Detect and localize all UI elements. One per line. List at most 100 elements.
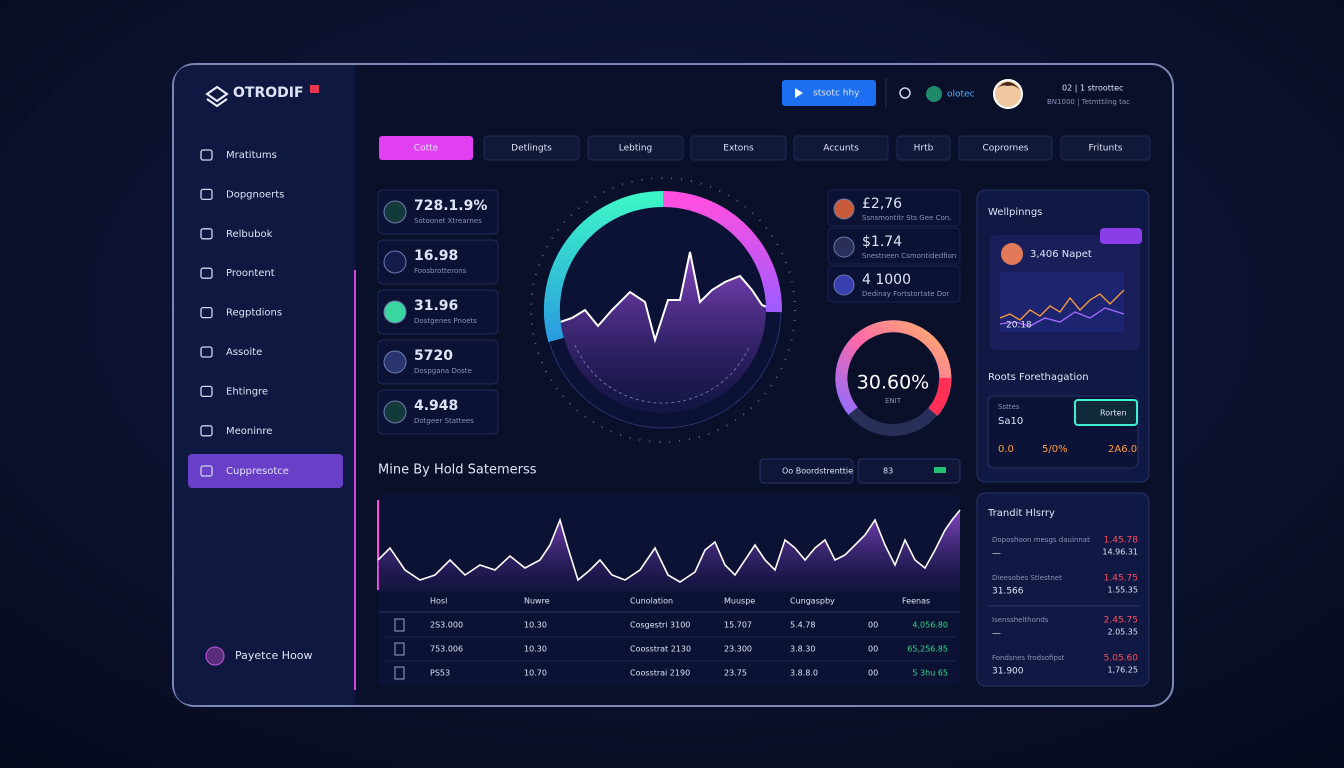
stat-label: Dostgenes Pnoets	[414, 317, 477, 325]
tab[interactable]	[793, 135, 889, 161]
stat-value: £2,76	[862, 196, 902, 212]
tab-label[interactable]: Hrtb	[914, 144, 934, 154]
line-chart-area	[378, 510, 960, 592]
nav-item[interactable]: Ehtingre	[226, 386, 268, 397]
table-cell: 65,256.85	[907, 645, 948, 654]
nav-item[interactable]: Cuppresotce	[226, 466, 289, 477]
stat-label: Foosbrotterons	[414, 267, 467, 275]
stat-value: 5720	[414, 348, 453, 364]
nav-icon	[200, 188, 213, 201]
search-icon[interactable]	[899, 87, 911, 99]
nav-item[interactable]: Proontent	[226, 268, 275, 279]
sidebar-footer[interactable]: Payetce Hoow	[235, 649, 313, 662]
card-badge	[1100, 228, 1142, 244]
stat-icon	[833, 274, 855, 296]
row-icon	[394, 618, 405, 632]
tab-label[interactable]: Fritunts	[1089, 144, 1123, 154]
tab[interactable]	[483, 135, 580, 161]
history-change: 1.45.78	[1104, 536, 1139, 546]
history-panel	[976, 492, 1150, 687]
footer-avatar	[205, 646, 225, 666]
line-chart-line	[377, 509, 961, 583]
forecast-label: Ssttes	[998, 403, 1020, 411]
nav-item[interactable]: Meoninre	[226, 426, 272, 437]
table-header: Muuspe	[724, 597, 755, 606]
stat-icon	[833, 236, 855, 258]
table-header: Cunolation	[630, 597, 673, 606]
mini-chart-line	[999, 289, 1125, 321]
status-dot	[926, 86, 942, 102]
filter-button[interactable]	[759, 458, 854, 484]
tab[interactable]	[896, 135, 951, 161]
nav-icon	[200, 306, 213, 319]
history-change: 1.45.75	[1104, 574, 1138, 584]
nav-item[interactable]: Mratitums	[226, 150, 277, 161]
user-stat: 02 | 1 stroottec	[1062, 84, 1123, 93]
nav-item[interactable]: Assoite	[226, 347, 262, 358]
primary-button-label[interactable]: stsotc hhy	[813, 89, 860, 99]
stat-value: 728.1.9%	[414, 198, 487, 214]
range-label[interactable]: 83	[883, 467, 893, 476]
tab[interactable]	[1060, 135, 1151, 161]
table-cell: 2S3.000	[430, 621, 463, 630]
table-header: Feenas	[902, 597, 930, 606]
stat-icon	[383, 250, 407, 274]
card-value: 20.18	[1006, 321, 1032, 331]
tab-label[interactable]: Coprornes	[983, 144, 1029, 154]
watchlist-title: Wellpinngs	[988, 207, 1042, 218]
table-cell: 00	[868, 621, 878, 630]
history-value: 31.900	[992, 667, 1024, 677]
status-label: olotec	[947, 90, 975, 100]
stat-icon	[383, 200, 407, 224]
table-cell: 10.30	[524, 645, 547, 654]
radial-chart	[560, 251, 766, 413]
tab[interactable]	[379, 136, 473, 160]
stat-value: 4.948	[414, 398, 458, 414]
nav-item[interactable]: Relbubok	[226, 229, 273, 240]
gauge-tip	[928, 377, 951, 416]
radial-line	[560, 251, 766, 344]
nav-item[interactable]: Dopgnoerts	[226, 189, 284, 200]
radial-arc-teal	[543, 190, 664, 343]
table-cell: 3.8.30	[790, 645, 815, 654]
stat-value: $1.74	[862, 234, 902, 250]
table-cell: Coosstrat 2130	[630, 645, 691, 654]
stat-card	[377, 239, 499, 285]
stat-card	[377, 339, 499, 385]
outer-ticks	[530, 177, 796, 443]
nav-icon	[200, 425, 213, 437]
forecast-metric: 0.0	[998, 444, 1014, 455]
tab[interactable]	[587, 135, 684, 161]
tab[interactable]	[958, 135, 1053, 161]
table-cell: 10.70	[524, 669, 547, 678]
history-total: 14.96.31	[1102, 548, 1138, 557]
tab-label[interactable]: Cotte	[414, 144, 439, 154]
filter-label[interactable]: Oo Boordstrenttie	[782, 467, 853, 476]
history-label: Doposhoon mesgs dauinnat	[992, 536, 1090, 544]
radial-area	[560, 252, 766, 413]
tab-label[interactable]: Accunts	[823, 144, 859, 154]
stat-label: Snestneen Csmontidedfion	[862, 252, 956, 260]
primary-button[interactable]	[782, 80, 876, 106]
table-cell: 23.75	[724, 669, 747, 678]
tab-label[interactable]: Extons	[723, 144, 754, 154]
history-total: 1,76.25	[1107, 666, 1138, 675]
table-header: Cungaspby	[790, 597, 835, 606]
nav-icon	[200, 267, 213, 279]
stat-label: Ssnsmontitr Sts Gee Con.	[862, 214, 951, 222]
avatar[interactable]	[993, 79, 1023, 109]
mini-chart	[1000, 272, 1124, 332]
stat-card	[377, 389, 499, 435]
forecast-button-label[interactable]: Rorten	[1100, 409, 1127, 418]
tab-label[interactable]: Lebting	[619, 144, 653, 154]
forecast-title: Roots Forethagation	[988, 372, 1089, 383]
nav-item[interactable]: Regptdions	[226, 308, 282, 319]
forecast-button[interactable]	[1074, 399, 1138, 426]
tab[interactable]	[690, 135, 787, 161]
tab-label[interactable]: Detlingts	[511, 144, 552, 154]
range-button[interactable]	[857, 458, 961, 484]
row-icon	[394, 642, 405, 656]
table-cell: 3.8.8.0	[790, 669, 818, 678]
